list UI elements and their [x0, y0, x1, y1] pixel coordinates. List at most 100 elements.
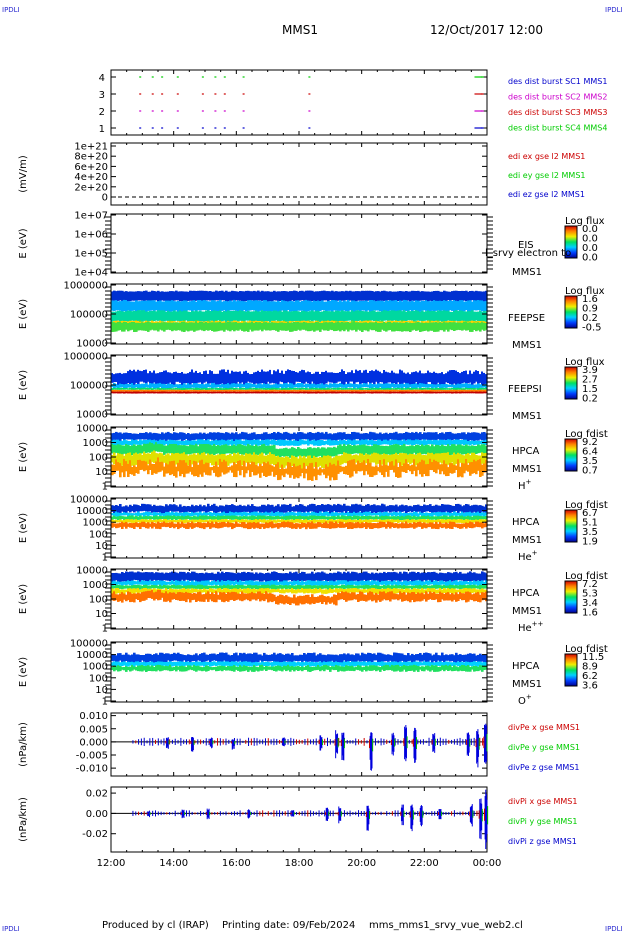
- spectro-cell: [443, 310, 446, 321]
- spectro-cell: [111, 373, 114, 383]
- spectro-cell: [457, 391, 460, 394]
- spectro-cell: [277, 511, 280, 516]
- spectro-cell: [401, 301, 404, 311]
- spectro-cell: [233, 573, 236, 581]
- spectro-cell: [197, 389, 200, 392]
- spectro-cell: [445, 432, 448, 441]
- spectro-cell: [191, 580, 194, 586]
- spectro-cell: [149, 439, 152, 445]
- spectro-cell: [181, 580, 184, 585]
- spectro-cell: [153, 300, 156, 311]
- spectro-cell: [383, 383, 386, 389]
- spectro-cell: [397, 373, 400, 383]
- spectro-cell: [367, 459, 370, 475]
- spectro-cell: [111, 321, 114, 332]
- spectro-cell: [463, 383, 466, 388]
- spectro-cell: [305, 519, 308, 523]
- spectro-cell: [219, 445, 222, 455]
- edi-y-tick-label: 6e+20: [74, 162, 108, 173]
- spectro-cell: [391, 445, 394, 455]
- spectro-cell: [191, 433, 194, 441]
- spectro-cell: [349, 519, 352, 524]
- spectro-cell: [393, 505, 396, 512]
- spectro-cell: [177, 522, 180, 530]
- spectro-cell: [397, 321, 400, 322]
- spectro-cell: [397, 301, 400, 312]
- spectro-cell: [133, 465, 136, 476]
- spectro-cell: [273, 523, 276, 528]
- spectro-cell: [147, 511, 150, 517]
- spectro-cell: [403, 443, 406, 455]
- spectro-cell: [317, 300, 320, 312]
- spectro-cell: [309, 463, 312, 480]
- spectro-cell: [141, 433, 144, 440]
- spectro-cell: [459, 388, 462, 390]
- spectro-cell: [259, 389, 262, 392]
- spectro-cell: [387, 446, 390, 455]
- spectro-cell: [341, 391, 344, 394]
- spectro-cell: [419, 383, 422, 389]
- spectro-cell: [299, 448, 302, 456]
- spectro-cell: [457, 512, 460, 516]
- spectro-cell: [433, 388, 436, 391]
- spectro-cell: [281, 519, 284, 523]
- spectro-cell: [477, 444, 480, 454]
- spectro-cell: [163, 581, 166, 585]
- spectro-cell: [369, 388, 372, 390]
- spectro-cell: [195, 389, 198, 392]
- spectro-cell: [175, 355, 178, 375]
- spectro-cell: [317, 355, 320, 375]
- hpca_he1-y-tick-label: 100000: [70, 495, 108, 506]
- spectro-cell: [371, 300, 374, 312]
- spectro-cell: [129, 515, 132, 520]
- spectro-cell: [131, 580, 134, 586]
- spectro-cell: [331, 464, 334, 478]
- spectro-cell: [359, 523, 362, 529]
- spectro-cell: [283, 373, 286, 384]
- spectro-cell: [223, 588, 226, 593]
- spectro-cell: [161, 432, 164, 441]
- spectro-cell: [153, 522, 156, 527]
- spectro-cell: [245, 322, 248, 332]
- feeps-i-pixels: [111, 355, 488, 394]
- spectro-cell: [253, 300, 256, 311]
- spectro-cell: [195, 370, 198, 387]
- spectro-cell: [127, 585, 130, 589]
- spectro-cell: [187, 520, 190, 523]
- spectro-cell: [281, 439, 284, 446]
- spectro-cell: [213, 519, 216, 523]
- spectro-cell: [461, 310, 464, 321]
- spectro-cell: [311, 374, 314, 382]
- spectro-cell: [243, 311, 246, 322]
- spectro-cell: [477, 519, 480, 523]
- spectro-cell: [353, 291, 356, 301]
- spectro-cell: [343, 443, 346, 454]
- spectro-cell: [199, 384, 202, 388]
- spectro-cell: [273, 355, 276, 375]
- spectro-cell: [337, 372, 340, 382]
- spectro-cell: [463, 512, 466, 517]
- spectro-cell: [151, 513, 154, 516]
- spectro-cell: [209, 384, 212, 388]
- spectro-cell: [481, 391, 484, 394]
- spectro-cell: [141, 355, 144, 375]
- spectro-cell: [205, 389, 208, 392]
- spectro-cell: [279, 506, 282, 514]
- spectro-cell: [261, 465, 264, 473]
- spectro-cell: [333, 387, 336, 390]
- spectro-cell: [153, 450, 156, 463]
- spectro-cell: [381, 454, 384, 465]
- spectro-cell: [149, 585, 152, 589]
- spectro-cell: [231, 455, 234, 463]
- spectro-cell: [235, 573, 238, 582]
- spectro-cell: [269, 291, 272, 302]
- spectro-cell: [165, 585, 168, 589]
- spectro-cell: [353, 311, 356, 322]
- spectro-cell: [319, 432, 322, 440]
- spectro-cell: [475, 461, 478, 475]
- spectro-cell: [213, 432, 216, 441]
- spectro-cell: [423, 322, 426, 331]
- spectro-cell: [211, 445, 214, 454]
- spectro-cell: [331, 391, 334, 394]
- spectro-cell: [175, 301, 178, 311]
